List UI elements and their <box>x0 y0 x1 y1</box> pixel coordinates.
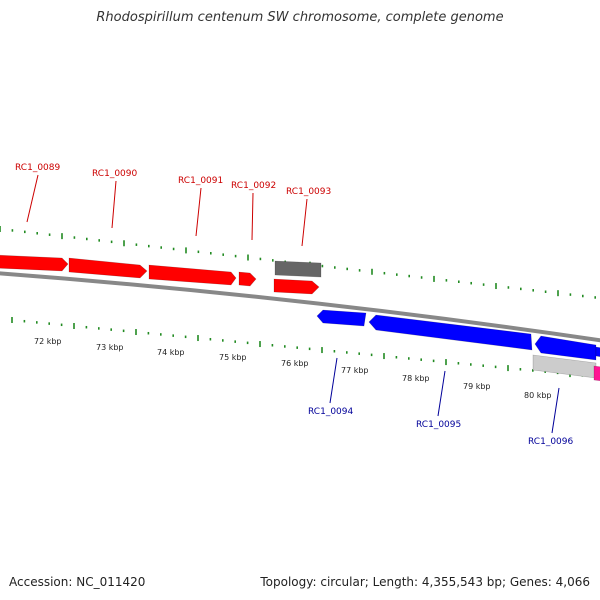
page-title: Rhodospirillum centenum SW chromosome, c… <box>96 10 504 25</box>
gene-label-RC1_0091[interactable]: RC1_0091 <box>178 176 223 186</box>
kbp-label-80: 80 kbp <box>524 391 552 400</box>
gene-arrow-rc1-0094[interactable] <box>316 309 367 327</box>
kbp-label-73: 73 kbp <box>96 343 124 352</box>
accession-text: Accession: NC_011420 <box>9 575 146 589</box>
kbp-label-79: 79 kbp <box>463 382 491 391</box>
tick-marks-top <box>0 226 597 299</box>
gene-arrow-edge[interactable] <box>595 346 600 357</box>
gene-arrow-rc1-0091[interactable] <box>148 264 237 286</box>
genome-backbone <box>0 271 600 343</box>
leader-rc1-0096 <box>551 387 560 434</box>
gene-label-RC1_0090[interactable]: RC1_0090 <box>92 169 137 179</box>
leader-rc1-0093 <box>301 198 308 247</box>
kbp-label-75: 75 kbp <box>219 353 247 362</box>
leader-rc1-0091 <box>195 187 202 237</box>
gene-label-RC1_0092[interactable]: RC1_0092 <box>231 181 276 191</box>
gene-arrow-rc1-0096[interactable] <box>534 335 597 361</box>
gene-arrow-rc1-0093[interactable] <box>273 278 320 295</box>
gene-arrow-rc1-0090[interactable] <box>68 257 148 279</box>
feature-pink-block[interactable] <box>593 365 600 382</box>
kbp-label-72: 72 kbp <box>34 337 62 346</box>
leader-rc1-0095 <box>437 370 446 417</box>
gene-label-RC1_0096[interactable]: RC1_0096 <box>528 437 573 447</box>
gene-label-RC1_0094[interactable]: RC1_0094 <box>308 407 353 417</box>
gene-features <box>0 254 600 382</box>
leader-rc1-0090 <box>111 180 117 229</box>
genome-summary-text: Topology: circular; Length: 4,355,543 bp… <box>260 575 590 589</box>
label-leaders <box>26 174 560 434</box>
gene-label-RC1_0089[interactable]: RC1_0089 <box>15 163 60 173</box>
kbp-label-78: 78 kbp <box>402 374 430 383</box>
kbp-label-77: 77 kbp <box>341 366 369 375</box>
gene-arrow-rc1-0092[interactable] <box>238 271 257 287</box>
gene-arrow-rc1-0089[interactable] <box>0 254 69 272</box>
leader-rc1-0089 <box>26 174 39 223</box>
kbp-label-76: 76 kbp <box>281 359 309 368</box>
leader-rc1-0092 <box>251 192 254 241</box>
gene-label-RC1_0095[interactable]: RC1_0095 <box>416 420 461 430</box>
kbp-label-74: 74 kbp <box>157 348 185 357</box>
feature-grey-block[interactable] <box>274 260 322 278</box>
leader-rc1-0094 <box>329 357 338 404</box>
gene-label-RC1_0093[interactable]: RC1_0093 <box>286 187 331 197</box>
gene-arrow-rc1-0095[interactable] <box>368 314 533 351</box>
